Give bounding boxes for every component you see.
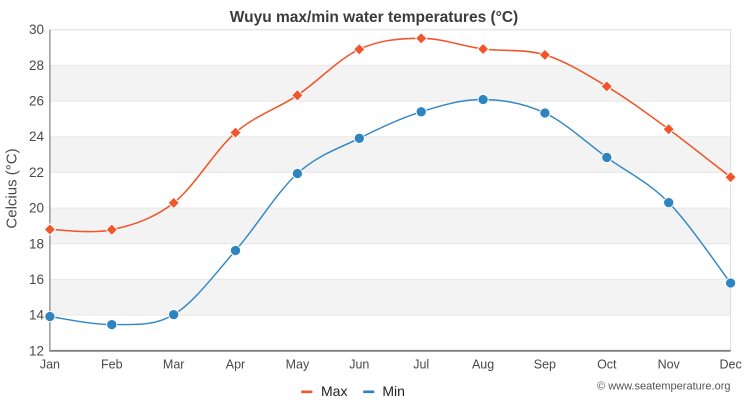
svg-text:Apr: Apr — [226, 358, 245, 372]
svg-text:Max: Max — [321, 383, 347, 399]
svg-text:Dec: Dec — [719, 358, 741, 372]
svg-text:Feb: Feb — [101, 358, 123, 372]
svg-text:Min: Min — [382, 383, 405, 399]
svg-text:14: 14 — [29, 308, 45, 323]
svg-text:16: 16 — [29, 272, 44, 287]
svg-text:Nov: Nov — [658, 358, 681, 372]
svg-text:Wuyu max/min water temperature: Wuyu max/min water temperatures (°C) — [230, 9, 518, 26]
svg-text:12: 12 — [29, 343, 44, 358]
svg-text:28: 28 — [29, 58, 44, 73]
svg-text:Jun: Jun — [349, 358, 369, 372]
svg-text:20: 20 — [29, 201, 44, 216]
svg-text:18: 18 — [29, 236, 44, 251]
svg-text:Celcius (°C): Celcius (°C) — [4, 148, 21, 228]
svg-text:30: 30 — [29, 22, 44, 37]
svg-text:Mar: Mar — [163, 358, 185, 372]
svg-text:Jan: Jan — [40, 358, 60, 372]
svg-text:Sep: Sep — [534, 358, 556, 372]
svg-text:22: 22 — [29, 165, 44, 180]
svg-text:Oct: Oct — [597, 358, 617, 372]
svg-text:Jul: Jul — [413, 358, 429, 372]
svg-text:24: 24 — [29, 129, 45, 144]
svg-text:Aug: Aug — [472, 358, 494, 372]
svg-text:© www.seatemperature.org: © www.seatemperature.org — [597, 381, 730, 393]
svg-text:26: 26 — [29, 94, 44, 109]
svg-text:May: May — [286, 358, 310, 372]
